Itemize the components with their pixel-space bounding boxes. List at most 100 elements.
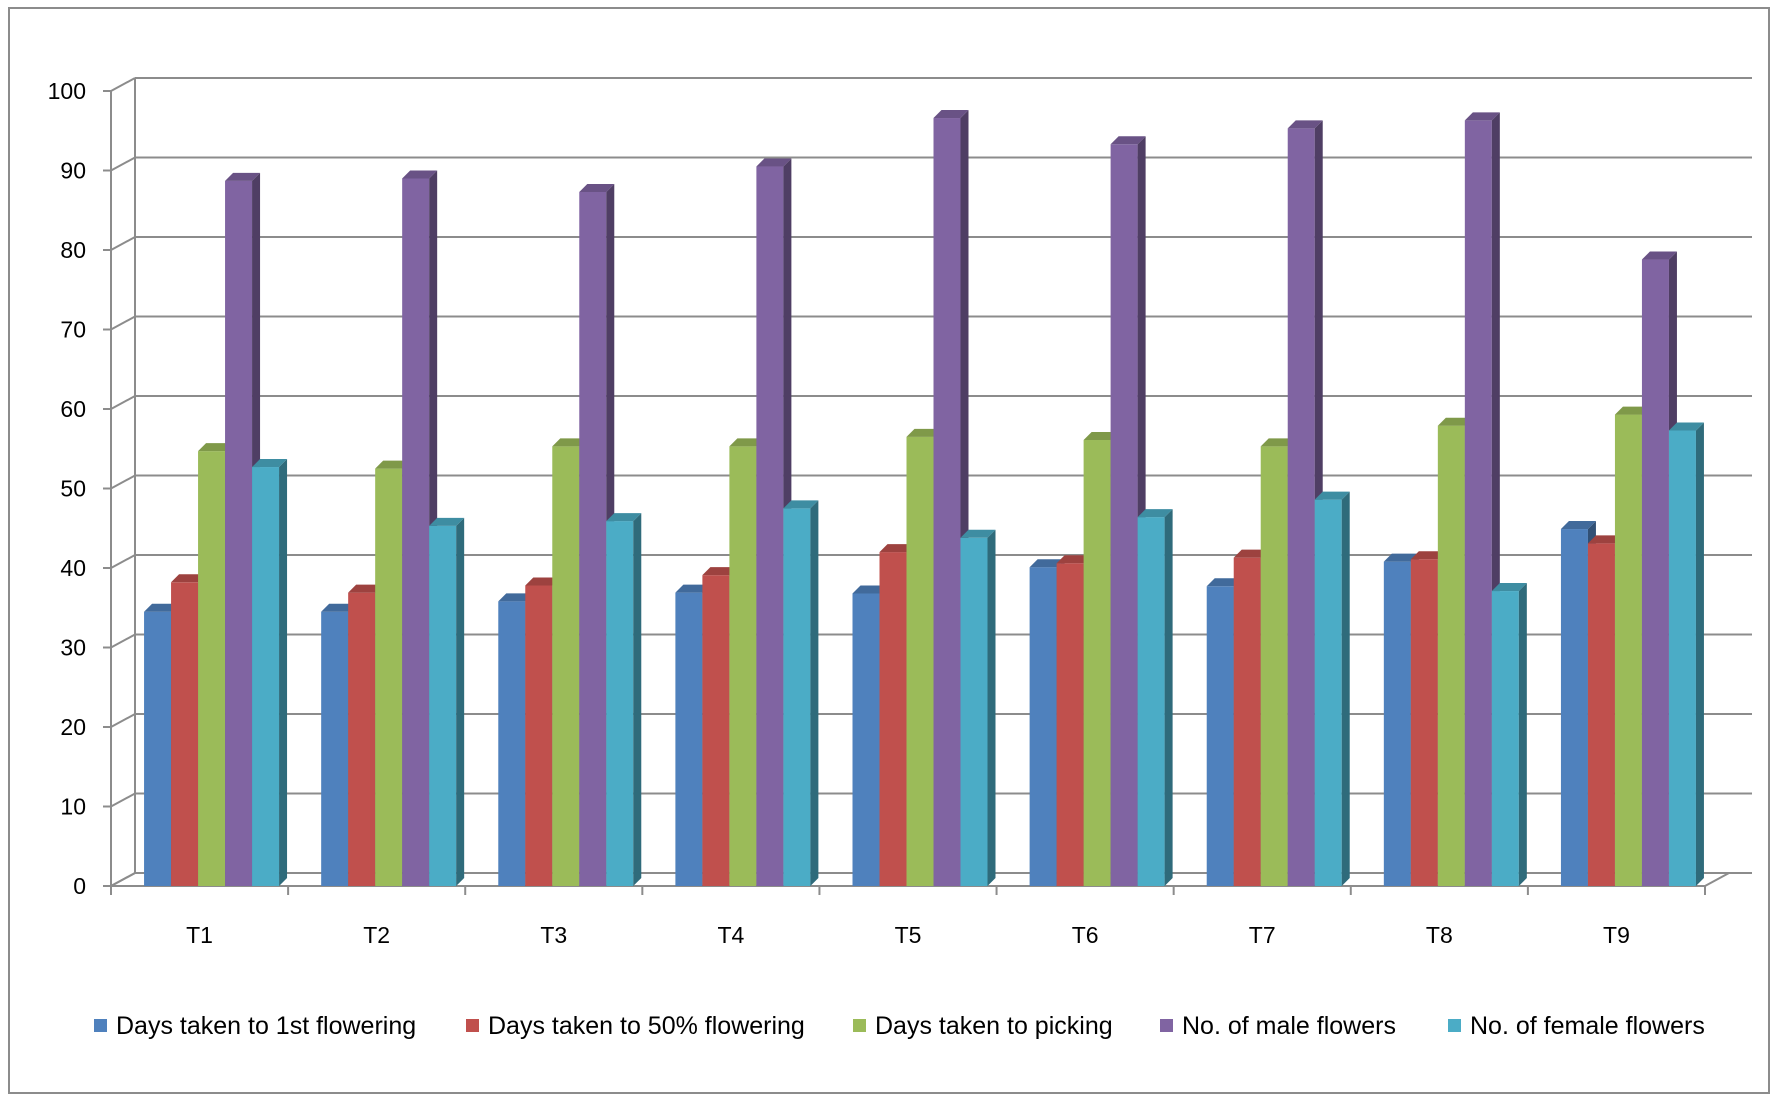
bar-top xyxy=(498,593,534,602)
bar-top xyxy=(1029,559,1065,568)
y-tick-label: 80 xyxy=(60,237,86,263)
bar-top xyxy=(1314,491,1350,500)
legend: Days taken to 1st flowering Days taken to… xyxy=(94,1012,1705,1040)
bar-front xyxy=(1560,529,1588,886)
x-tick-label: T1 xyxy=(186,922,213,948)
bar-top xyxy=(429,517,465,526)
bar-top xyxy=(552,438,588,447)
bar-front xyxy=(960,537,988,886)
legend-swatch xyxy=(1160,1019,1173,1032)
bar-side xyxy=(1695,422,1704,886)
side-gridline xyxy=(110,792,136,808)
bar-top xyxy=(1464,112,1500,121)
bar-side xyxy=(633,513,642,886)
bar-top xyxy=(1560,521,1596,530)
bar-side xyxy=(1164,509,1173,886)
bar-top xyxy=(198,443,234,452)
bar-top xyxy=(1410,551,1446,560)
legend-label: No. of male flowers xyxy=(1182,1012,1396,1040)
bar-top xyxy=(1437,417,1473,426)
bar-front xyxy=(525,585,553,886)
bar xyxy=(1287,120,1323,887)
bar-front xyxy=(852,593,880,886)
bar-top xyxy=(1287,120,1323,129)
x-tick-label: T6 xyxy=(1072,922,1099,948)
bar-top xyxy=(729,438,765,447)
bar-top xyxy=(171,574,207,583)
side-gridline xyxy=(110,395,136,410)
side-gridline xyxy=(110,554,136,569)
bar-front xyxy=(783,508,811,886)
side-gridline xyxy=(110,236,136,251)
bar-front xyxy=(1233,557,1261,886)
x-tick-label: T5 xyxy=(895,922,922,948)
bar-front xyxy=(1260,446,1288,886)
side-gridline xyxy=(110,315,136,331)
bar-top xyxy=(252,459,288,468)
y-tick-label: 50 xyxy=(60,476,86,502)
bar-top xyxy=(402,170,438,179)
bar xyxy=(321,603,357,886)
bar-front xyxy=(402,178,430,886)
side-gridline xyxy=(110,156,136,172)
bar-side xyxy=(279,459,288,886)
bar xyxy=(252,459,288,886)
legend-item: No. of male flowers xyxy=(1160,1012,1396,1040)
bar-front xyxy=(1314,499,1342,886)
bar-top xyxy=(1587,535,1623,544)
legend-label: No. of female flowers xyxy=(1470,1012,1705,1040)
legend-swatch xyxy=(853,1019,866,1032)
bar-side xyxy=(987,529,996,886)
bar-front xyxy=(879,552,907,886)
bar-front xyxy=(1110,144,1138,886)
bar-front xyxy=(729,446,757,886)
x-tick-label: T8 xyxy=(1426,922,1453,948)
bar xyxy=(933,110,969,886)
bar-front xyxy=(1587,543,1615,886)
bar-front xyxy=(906,436,934,886)
bar-front xyxy=(1083,440,1111,886)
y-tick-label: 60 xyxy=(60,396,86,422)
bar xyxy=(1491,583,1527,886)
bar xyxy=(960,529,996,886)
bar-top xyxy=(960,529,996,538)
bar-front xyxy=(498,601,526,886)
bar-top xyxy=(1614,406,1650,415)
bar-side xyxy=(1518,583,1527,886)
bar-front xyxy=(579,191,607,887)
bar-top xyxy=(933,110,969,119)
bar-front xyxy=(429,525,457,886)
bar-front xyxy=(1287,128,1315,887)
bar-front xyxy=(225,180,253,886)
bar-front xyxy=(756,166,784,886)
x-tick-label: T4 xyxy=(717,922,744,948)
legend-label: Days taken to picking xyxy=(875,1012,1113,1040)
side-gridline xyxy=(110,633,136,649)
bar-top xyxy=(1383,553,1419,562)
bar xyxy=(606,513,642,886)
axes xyxy=(103,78,1730,895)
bar xyxy=(1110,136,1146,886)
bar xyxy=(906,428,942,886)
bar-front xyxy=(171,582,199,886)
bar-front xyxy=(1029,567,1057,886)
bar-front xyxy=(348,592,376,886)
bar-top xyxy=(852,585,888,594)
legend-swatch xyxy=(466,1019,479,1032)
legend-swatch xyxy=(94,1019,107,1032)
bar-top xyxy=(1137,509,1173,518)
y-tick-label: 20 xyxy=(60,714,86,740)
bar-front xyxy=(198,451,226,886)
bar-front xyxy=(1641,259,1669,886)
bar-top xyxy=(1491,583,1527,592)
bar-top xyxy=(1233,549,1269,558)
y-tick-label: 40 xyxy=(60,555,86,581)
bar-front xyxy=(1614,414,1642,886)
bar-top xyxy=(1056,555,1092,564)
x-tick-label: T3 xyxy=(540,922,567,948)
bars xyxy=(144,110,1704,887)
bar-top xyxy=(144,603,180,612)
bar-top xyxy=(375,460,411,469)
side-gridline xyxy=(110,77,136,92)
bar-top xyxy=(225,172,261,181)
